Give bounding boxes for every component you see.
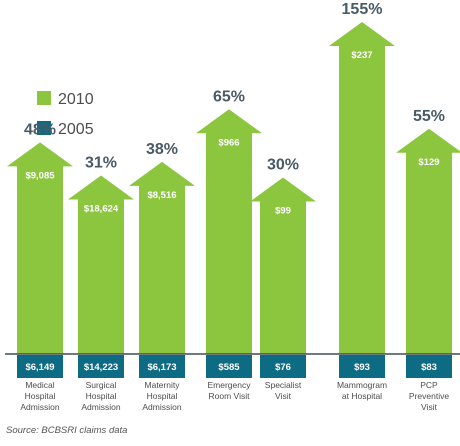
percent-label: 31% bbox=[85, 155, 117, 172]
category-label: Hospital bbox=[86, 391, 117, 401]
bar-2005 bbox=[206, 355, 252, 378]
source-note: Source: BCBSRI claims data bbox=[6, 425, 128, 436]
bar-2005 bbox=[78, 355, 124, 378]
category-label: Medical bbox=[25, 380, 54, 390]
category-label: Admission bbox=[81, 402, 120, 412]
value-label-2005: $76 bbox=[275, 362, 291, 373]
legend-swatch-2005 bbox=[37, 121, 51, 135]
bar-2005 bbox=[260, 355, 306, 378]
value-label-2010: $237 bbox=[351, 50, 372, 61]
value-label-2005: $6,149 bbox=[25, 362, 54, 373]
legend-label-2010: 2010 bbox=[58, 91, 94, 108]
percent-label: 155% bbox=[342, 1, 383, 18]
percent-label: 55% bbox=[413, 108, 445, 125]
bar-2005 bbox=[139, 355, 185, 378]
value-label-2005: $14,223 bbox=[84, 362, 118, 373]
percent-label: 48% bbox=[24, 121, 56, 138]
category-label: Admission bbox=[142, 402, 181, 412]
bar-2010 bbox=[396, 128, 460, 354]
category-label: Hospital bbox=[25, 391, 56, 401]
category-label: Room Visit bbox=[209, 391, 251, 401]
legend: 2010 2005 bbox=[37, 91, 94, 138]
value-label-2005: $6,173 bbox=[147, 362, 176, 373]
category-label: at Hospital bbox=[342, 391, 382, 401]
category-label: Hospital bbox=[147, 391, 178, 401]
bar-2010 bbox=[329, 22, 395, 354]
value-label-2010: $966 bbox=[218, 137, 239, 148]
bar-2010 bbox=[129, 161, 195, 354]
category-label: Visit bbox=[275, 391, 292, 401]
bars: $9,085$6,14948%MedicalHospitalAdmission$… bbox=[7, 1, 460, 412]
value-label-2010: $8,516 bbox=[147, 190, 176, 201]
category-label: Emergency bbox=[208, 380, 252, 390]
category-label: Maternity bbox=[145, 380, 181, 390]
percent-label: 30% bbox=[267, 157, 299, 174]
bar-2005 bbox=[339, 355, 385, 378]
bar-2010 bbox=[68, 175, 134, 354]
bar-2005 bbox=[406, 355, 452, 378]
legend-swatch-2010 bbox=[37, 91, 51, 105]
legend-label-2005: 2005 bbox=[58, 121, 94, 138]
percent-label: 65% bbox=[213, 88, 245, 105]
category-label: PCP bbox=[420, 380, 438, 390]
percent-label: 38% bbox=[146, 141, 178, 158]
value-label-2005: $93 bbox=[354, 362, 370, 373]
bar-2010 bbox=[7, 142, 73, 354]
value-label-2005: $83 bbox=[421, 362, 437, 373]
value-label-2010: $18,624 bbox=[84, 204, 119, 215]
category-label: Admission bbox=[20, 402, 59, 412]
category-label: Mammogram bbox=[337, 380, 387, 390]
category-label: Specialist bbox=[265, 380, 302, 390]
category-label: Preventive bbox=[409, 391, 449, 401]
category-label: Surgical bbox=[86, 380, 117, 390]
bar-2010 bbox=[250, 177, 316, 354]
value-label-2010: $129 bbox=[418, 157, 439, 168]
value-label-2010: $99 bbox=[275, 206, 291, 217]
value-label-2010: $9,085 bbox=[25, 170, 55, 181]
bar-2010 bbox=[196, 109, 262, 354]
bar-2005 bbox=[17, 355, 63, 378]
category-label: Visit bbox=[421, 402, 438, 412]
value-label-2005: $585 bbox=[218, 362, 240, 373]
